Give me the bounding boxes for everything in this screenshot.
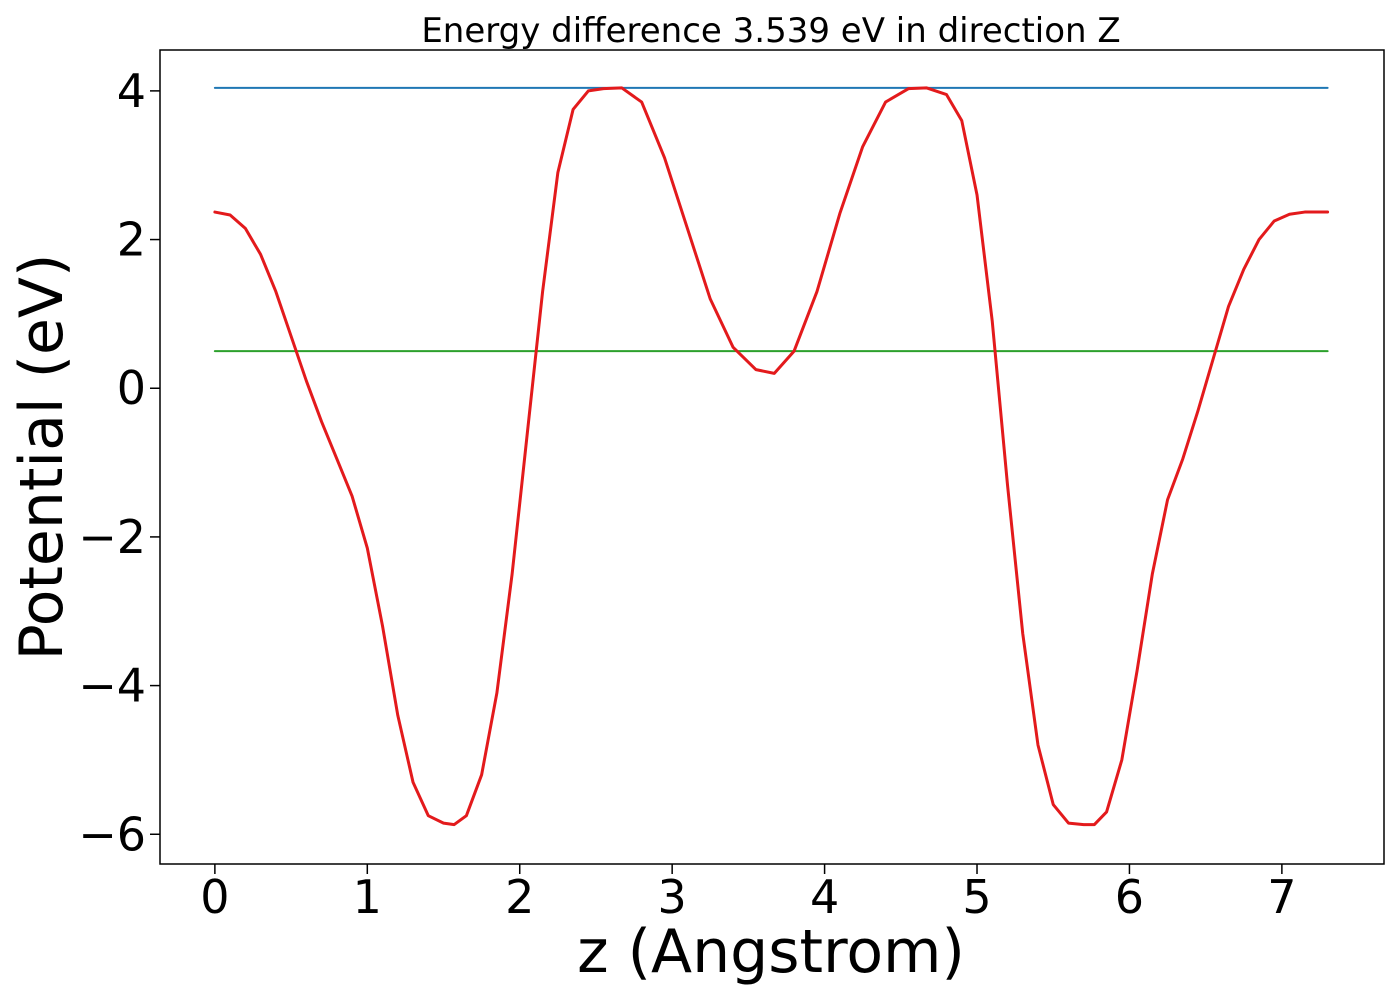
y-axis-label: Potential (eV)	[7, 254, 77, 661]
x-axis: 0 1 2 3 4 5 6 7	[200, 864, 1297, 924]
y-tick-label-4: 2	[117, 213, 146, 267]
chart-title: Energy difference 3.539 eV in direction …	[421, 11, 1120, 51]
x-axis-label: z (Angstrom)	[577, 917, 965, 987]
series-layer	[213, 86, 1330, 827]
plot-area	[159, 49, 1385, 865]
y-tick-label-5: 4	[117, 64, 146, 118]
x-tick-label-1: 1	[353, 870, 382, 924]
x-tick-label-3: 3	[658, 870, 687, 924]
y-tick-label-0: −6	[78, 807, 146, 861]
y-tick-label-1: −4	[78, 659, 146, 713]
y-tick-label-2: −2	[78, 510, 146, 564]
y-tick-label-3: 0	[117, 361, 146, 415]
x-tick-label-2: 2	[505, 870, 534, 924]
x-tick-label-0: 0	[200, 870, 229, 924]
plot-frame	[159, 49, 1385, 865]
x-tick-label-5: 5	[962, 870, 991, 924]
series-line-2	[213, 86, 1330, 827]
y-axis: −6 −4 −2 0 2 4	[78, 64, 160, 861]
x-tick-label-4: 4	[810, 870, 839, 924]
x-tick-label-6: 6	[1115, 870, 1144, 924]
x-tick-label-7: 7	[1267, 870, 1296, 924]
